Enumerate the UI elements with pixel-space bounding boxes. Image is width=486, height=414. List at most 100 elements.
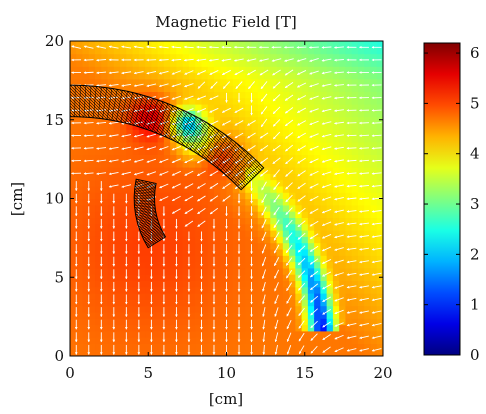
heatmap-cell xyxy=(257,160,265,168)
heatmap-cell xyxy=(70,66,77,74)
heatmap-cell xyxy=(345,330,353,338)
heatmap-cell xyxy=(282,293,290,300)
heatmap-cell xyxy=(163,255,171,263)
heatmap-cell xyxy=(320,85,328,92)
field-arrow xyxy=(321,96,332,100)
heatmap-cell xyxy=(70,72,77,80)
heatmap-cell xyxy=(95,293,102,300)
heatmap-cell xyxy=(120,330,127,338)
field-arrow xyxy=(310,295,319,303)
heatmap-cell xyxy=(295,173,303,181)
heatmap-cell xyxy=(320,91,328,99)
heatmap-cell xyxy=(245,179,253,187)
field-arrow xyxy=(346,297,357,302)
heatmap-cell xyxy=(257,179,265,187)
heatmap-cell xyxy=(138,337,146,344)
heatmap-cell xyxy=(301,78,309,86)
heatmap-cell xyxy=(370,217,378,225)
heatmap-cell xyxy=(270,116,278,124)
heatmap-cell xyxy=(195,349,203,356)
field-arrow xyxy=(184,83,194,88)
field-arrow xyxy=(310,320,318,329)
heatmap-cell xyxy=(138,248,146,256)
heatmap-cell xyxy=(88,318,96,326)
heatmap-cell xyxy=(101,299,109,307)
heatmap-cell xyxy=(120,337,127,344)
heatmap-cell xyxy=(351,343,359,351)
heatmap-cell xyxy=(188,179,196,187)
heatmap-cell xyxy=(157,299,165,307)
coil-cable-line xyxy=(177,114,193,143)
heatmap-cell xyxy=(132,129,140,137)
heatmap-cell xyxy=(101,286,109,294)
heatmap-cell xyxy=(220,97,228,105)
heatmap-cell xyxy=(226,217,234,225)
field-arrow xyxy=(359,247,369,251)
heatmap-cell xyxy=(188,148,196,155)
heatmap-cell xyxy=(145,78,152,86)
heatmap-cell xyxy=(282,280,290,288)
heatmap-cell xyxy=(345,59,353,67)
heatmap-cell xyxy=(157,267,165,275)
heatmap-cell xyxy=(201,47,209,55)
heatmap-cell xyxy=(113,211,121,218)
heatmap-cell xyxy=(82,154,90,162)
heatmap-cell xyxy=(295,85,303,92)
field-arrow xyxy=(285,194,293,203)
heatmap-cell xyxy=(264,47,271,55)
heatmap-cell xyxy=(95,255,102,263)
heatmap-cell xyxy=(213,255,221,263)
heatmap-cell xyxy=(314,85,321,92)
heatmap-cell xyxy=(226,305,234,313)
heatmap-cell xyxy=(107,305,115,313)
heatmap-cell xyxy=(301,110,309,118)
heatmap-cell xyxy=(370,66,378,74)
heatmap-cell xyxy=(376,135,383,143)
heatmap-cell xyxy=(126,160,134,168)
heatmap-cell xyxy=(126,248,134,256)
heatmap-cell xyxy=(301,299,309,307)
field-arrow xyxy=(309,183,319,189)
heatmap-cell xyxy=(213,78,221,86)
heatmap-cell xyxy=(88,223,96,231)
heatmap-cell xyxy=(339,248,347,256)
heatmap-cell xyxy=(182,66,190,74)
heatmap-cell xyxy=(289,72,296,80)
heatmap-cell xyxy=(163,230,171,237)
heatmap-cell xyxy=(132,330,140,338)
heatmap-cell xyxy=(157,179,165,187)
heatmap-cell xyxy=(188,293,196,300)
heatmap-cell xyxy=(339,47,347,55)
heatmap-cell xyxy=(82,293,90,300)
heatmap-cell xyxy=(126,66,134,74)
heatmap-cell xyxy=(145,160,152,168)
heatmap-cell xyxy=(351,148,359,155)
heatmap-cell xyxy=(232,129,240,137)
heatmap-cell xyxy=(70,78,77,86)
heatmap-cell xyxy=(132,223,140,231)
heatmap-cell xyxy=(163,305,171,313)
heatmap-cell xyxy=(132,293,140,300)
heatmap-cell xyxy=(70,141,77,149)
heatmap-cell xyxy=(176,198,184,206)
heatmap-cell xyxy=(182,324,190,332)
field-arrow xyxy=(234,132,244,139)
heatmap-cell xyxy=(351,85,359,92)
heatmap-cell xyxy=(320,217,328,225)
heatmap-cell xyxy=(282,41,290,48)
field-arrow xyxy=(286,282,293,292)
field-arrow xyxy=(285,144,294,152)
heatmap-cell xyxy=(163,280,171,288)
heatmap-cell xyxy=(314,274,321,281)
field-arrow xyxy=(71,45,81,49)
heatmap-cell xyxy=(107,299,115,307)
heatmap-cell xyxy=(276,318,284,326)
heatmap-cell xyxy=(357,97,365,105)
heatmap-cell xyxy=(88,280,96,288)
heatmap-cell xyxy=(95,261,102,269)
heatmap-cell xyxy=(163,59,171,67)
heatmap-cell xyxy=(82,255,90,263)
heatmap-cell xyxy=(163,293,171,300)
heatmap-cell xyxy=(301,122,309,130)
heatmap-cell xyxy=(176,324,184,332)
